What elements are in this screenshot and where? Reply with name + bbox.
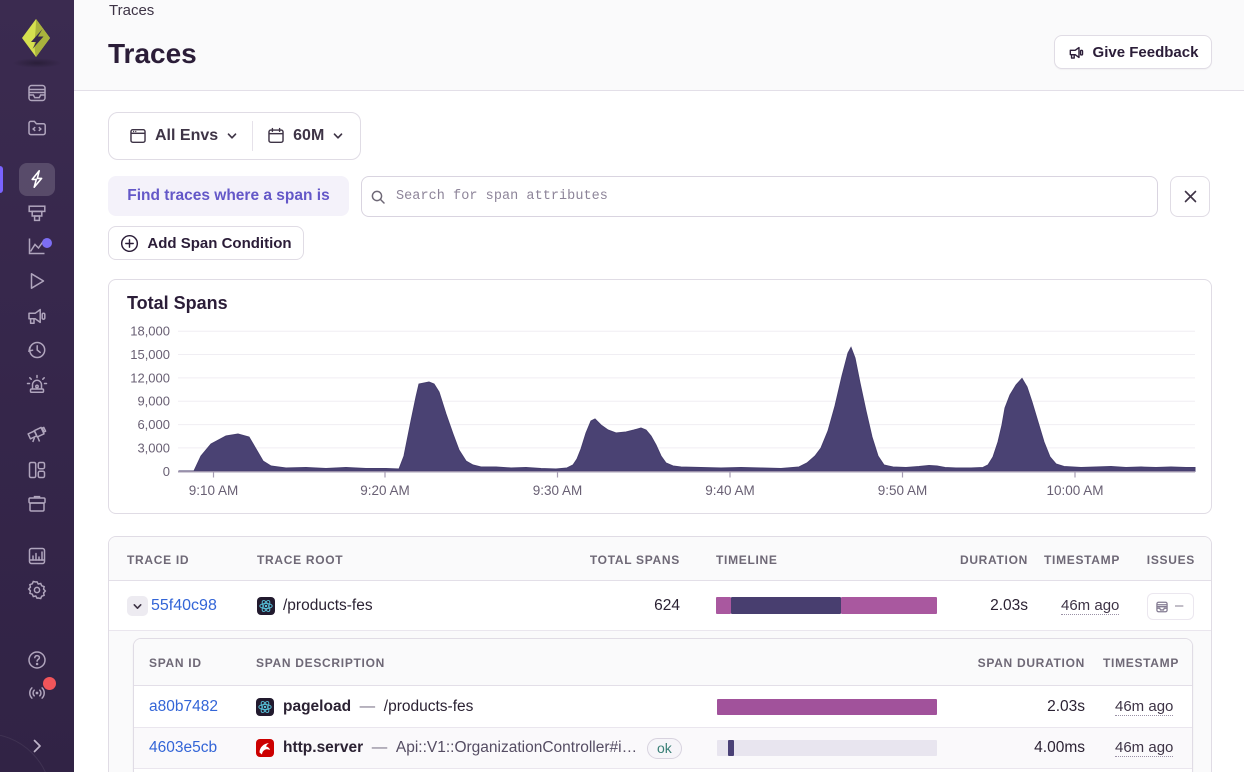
- svg-text:9:30 AM: 9:30 AM: [533, 483, 583, 498]
- svg-text:10:00 AM: 10:00 AM: [1046, 483, 1103, 498]
- svg-text:3,000: 3,000: [137, 440, 170, 455]
- svg-text:9:50 AM: 9:50 AM: [878, 483, 928, 498]
- svg-text:15,000: 15,000: [130, 347, 170, 362]
- svg-text:0: 0: [163, 464, 170, 479]
- svg-text:12,000: 12,000: [130, 370, 170, 385]
- svg-text:9:10 AM: 9:10 AM: [189, 483, 239, 498]
- svg-text:18,000: 18,000: [130, 324, 170, 339]
- svg-text:6,000: 6,000: [137, 417, 170, 432]
- svg-text:9,000: 9,000: [137, 394, 170, 409]
- svg-text:9:40 AM: 9:40 AM: [705, 483, 755, 498]
- svg-text:9:20 AM: 9:20 AM: [360, 483, 410, 498]
